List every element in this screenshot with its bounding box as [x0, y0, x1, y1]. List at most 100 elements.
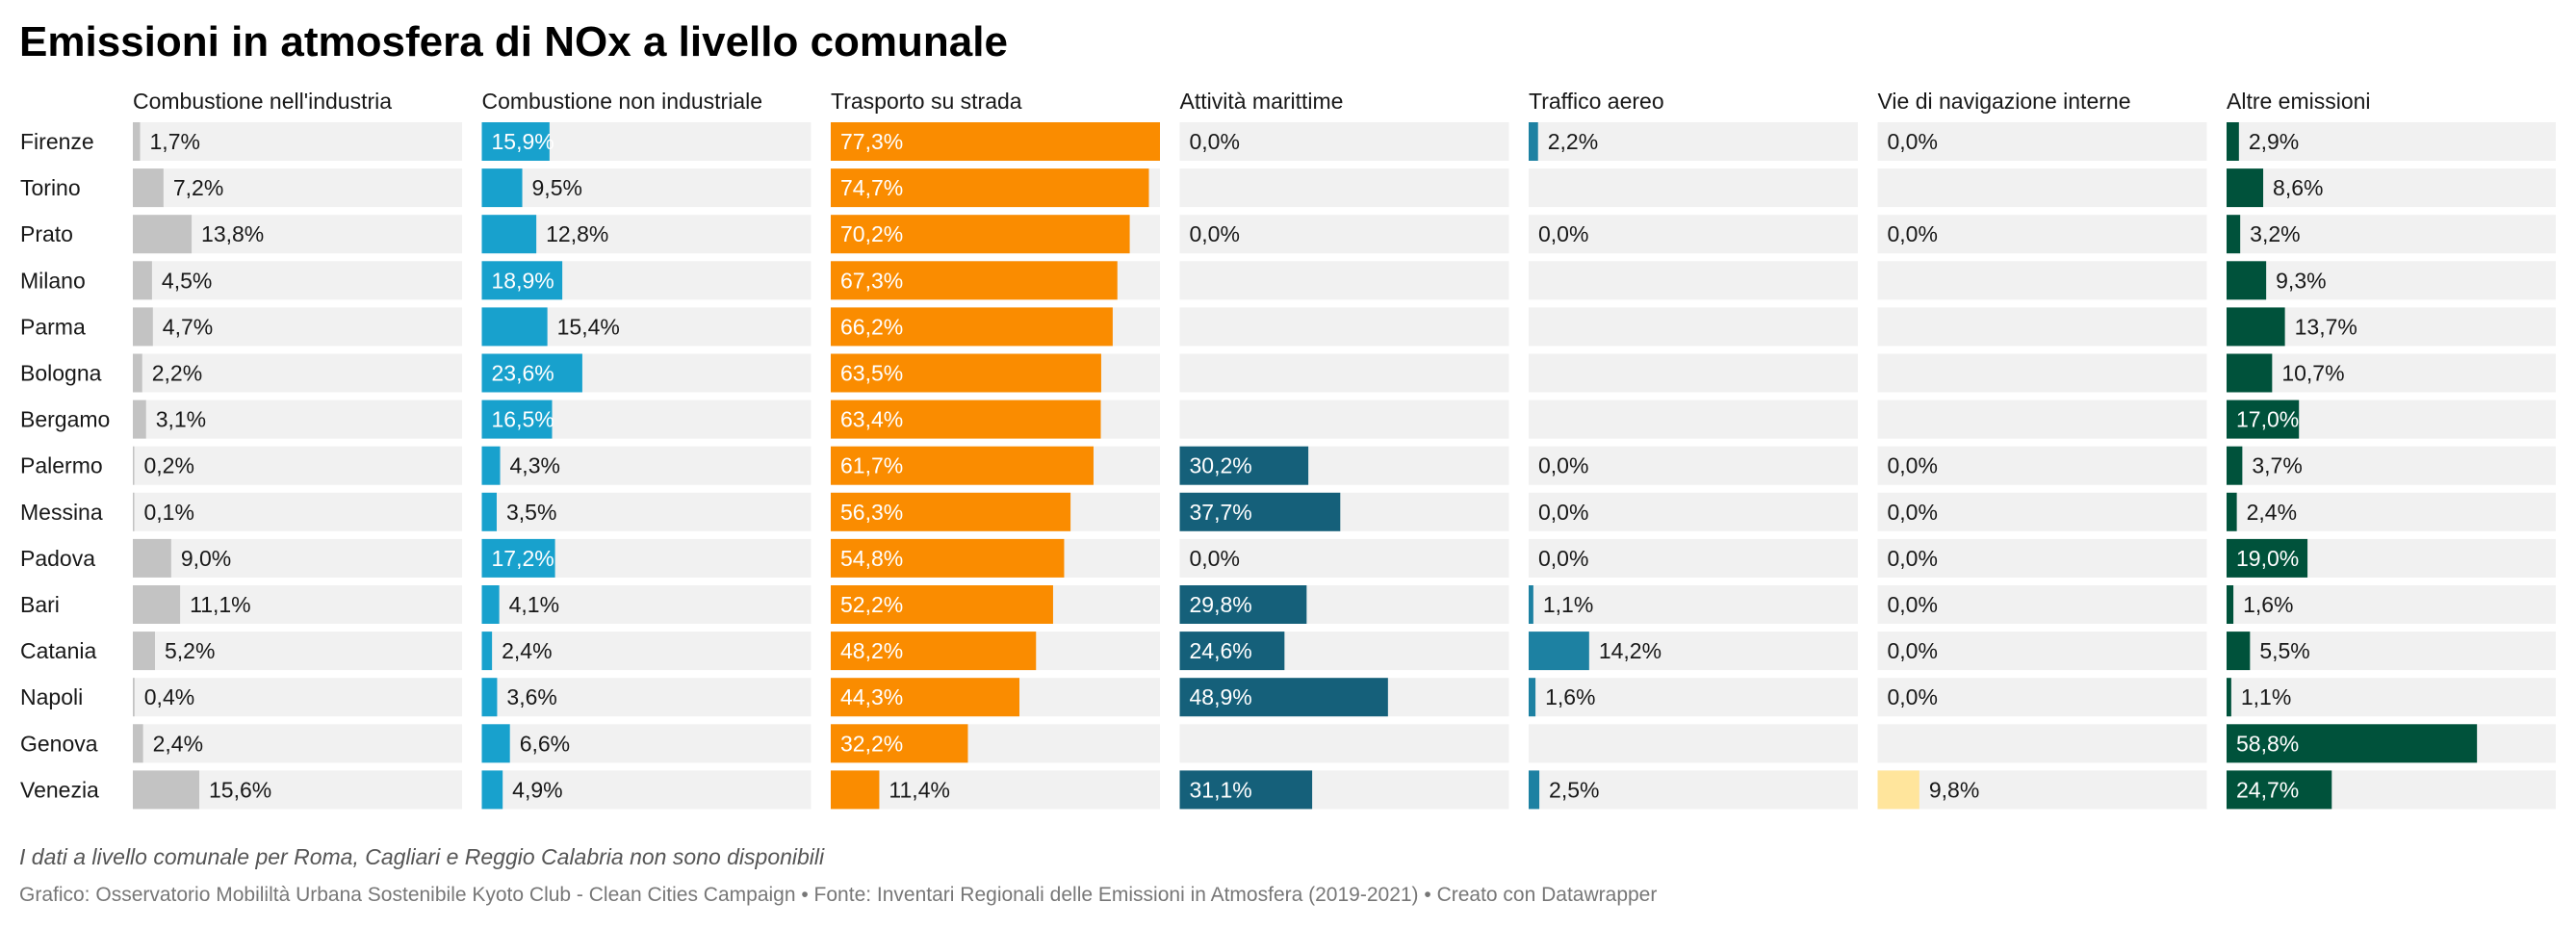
bar-catania [1529, 632, 1589, 671]
data-label: 5,2% [165, 638, 215, 663]
bar-catania [831, 632, 1037, 671]
column-header-vie-di-navigazione-interne: Vie di navigazione interne [1878, 89, 2131, 114]
bar-catania [133, 632, 156, 671]
bar-background [2227, 678, 2556, 717]
bar-background [481, 446, 811, 485]
bar-napoli [481, 678, 498, 717]
bar-background [133, 400, 462, 439]
bar-parma [133, 307, 153, 347]
bar-genova [831, 724, 968, 763]
row-label-milano: Milano [20, 268, 86, 293]
data-label: 0,0% [1538, 221, 1588, 246]
data-label: 19,0% [2236, 546, 2299, 571]
bar-background [1179, 724, 1509, 763]
data-label: 2,4% [153, 731, 203, 756]
data-label: 4,9% [512, 777, 562, 802]
bar-bergamo [831, 400, 1101, 439]
data-label: 17,0% [2236, 407, 2299, 432]
bar-background [1529, 400, 1858, 439]
bar-torino [133, 168, 164, 208]
data-label: 7,2% [173, 175, 223, 200]
bar-background [1529, 724, 1858, 763]
bar-palermo [133, 446, 135, 485]
bar-messina [1179, 492, 1341, 531]
row-label-bari: Bari [20, 592, 60, 617]
bar-padova [481, 538, 555, 578]
credits: Grafico: Osservatorio Mobililtà Urbana S… [19, 884, 1658, 906]
bar-genova [481, 724, 510, 763]
column-header-trasporto-su-strada: Trasporto su strada [831, 89, 1022, 114]
data-label: 70,2% [840, 221, 903, 246]
data-label: 30,2% [1190, 453, 1252, 478]
row-label-prato: Prato [20, 221, 73, 246]
data-label: 6,6% [520, 731, 570, 756]
row-label-messina: Messina [20, 500, 103, 525]
bar-background [133, 261, 462, 300]
bar-background [1179, 168, 1509, 208]
row-label-venezia: Venezia [20, 777, 99, 802]
data-label: 3,6% [506, 684, 556, 709]
bar-background [2227, 492, 2556, 531]
bar-genova [2227, 724, 2478, 763]
bar-background [1179, 353, 1509, 393]
bar-palermo [1179, 446, 1309, 485]
bar-bari [2227, 585, 2234, 624]
data-label: 0,0% [1888, 638, 1938, 663]
data-label: 52,2% [840, 592, 903, 617]
bar-torino [831, 168, 1149, 208]
bar-background [1179, 307, 1509, 347]
bar-venezia [831, 770, 880, 810]
bar-firenze [831, 122, 1160, 161]
bar-padova [831, 538, 1065, 578]
bar-bologna [133, 353, 142, 393]
bar-firenze [2227, 122, 2239, 161]
bar-background [481, 678, 811, 717]
data-label: 58,8% [2236, 731, 2299, 756]
data-label: 1,7% [150, 129, 200, 154]
data-label: 29,8% [1190, 592, 1252, 617]
bar-background [1529, 585, 1858, 624]
data-label: 11,1% [190, 592, 251, 617]
bar-background [1529, 678, 1858, 717]
bar-bologna [2227, 353, 2273, 393]
row-label-parma: Parma [20, 314, 86, 339]
bar-messina [481, 492, 497, 531]
data-label: 3,5% [506, 500, 556, 525]
bar-background [1877, 724, 2207, 763]
bar-messina [133, 492, 135, 531]
column-header-traffico-aereo: Traffico aereo [1529, 89, 1664, 114]
footnote: I dati a livello comunale per Roma, Cagl… [19, 844, 825, 869]
data-label: 13,8% [201, 221, 264, 246]
bar-background [1877, 770, 2207, 810]
bar-venezia [1529, 770, 1540, 810]
bar-milano [133, 261, 152, 300]
bar-catania [2227, 632, 2251, 671]
bar-palermo [831, 446, 1094, 485]
row-label-napoli: Napoli [20, 684, 83, 709]
data-label: 4,1% [509, 592, 559, 617]
bar-venezia [133, 770, 200, 810]
data-label: 16,5% [492, 407, 554, 432]
bar-background [133, 307, 462, 347]
data-label: 0,0% [1888, 500, 1938, 525]
row-label-torino: Torino [20, 175, 81, 200]
row-label-catania: Catania [20, 638, 96, 663]
data-label: 1,6% [2243, 592, 2293, 617]
bar-background [133, 168, 462, 208]
data-label: 3,1% [156, 407, 206, 432]
data-label: 1,1% [1543, 592, 1593, 617]
row-label-bologna: Bologna [20, 361, 102, 386]
bar-background [1877, 538, 2207, 578]
bar-palermo [2227, 446, 2243, 485]
bar-catania [481, 632, 493, 671]
bar-milano [481, 261, 563, 300]
bar-venezia [1877, 770, 1919, 810]
bar-background [481, 168, 811, 208]
data-label: 31,1% [1190, 777, 1252, 802]
data-label: 63,5% [840, 361, 903, 386]
bar-parma [481, 307, 548, 347]
bar-milano [2227, 261, 2267, 300]
bar-chart-grid: Firenze Torino Prato Milano Parma Bologna Berg… [20, 89, 2556, 810]
bar-background [1529, 168, 1858, 208]
data-label: 14,2% [1599, 638, 1662, 663]
